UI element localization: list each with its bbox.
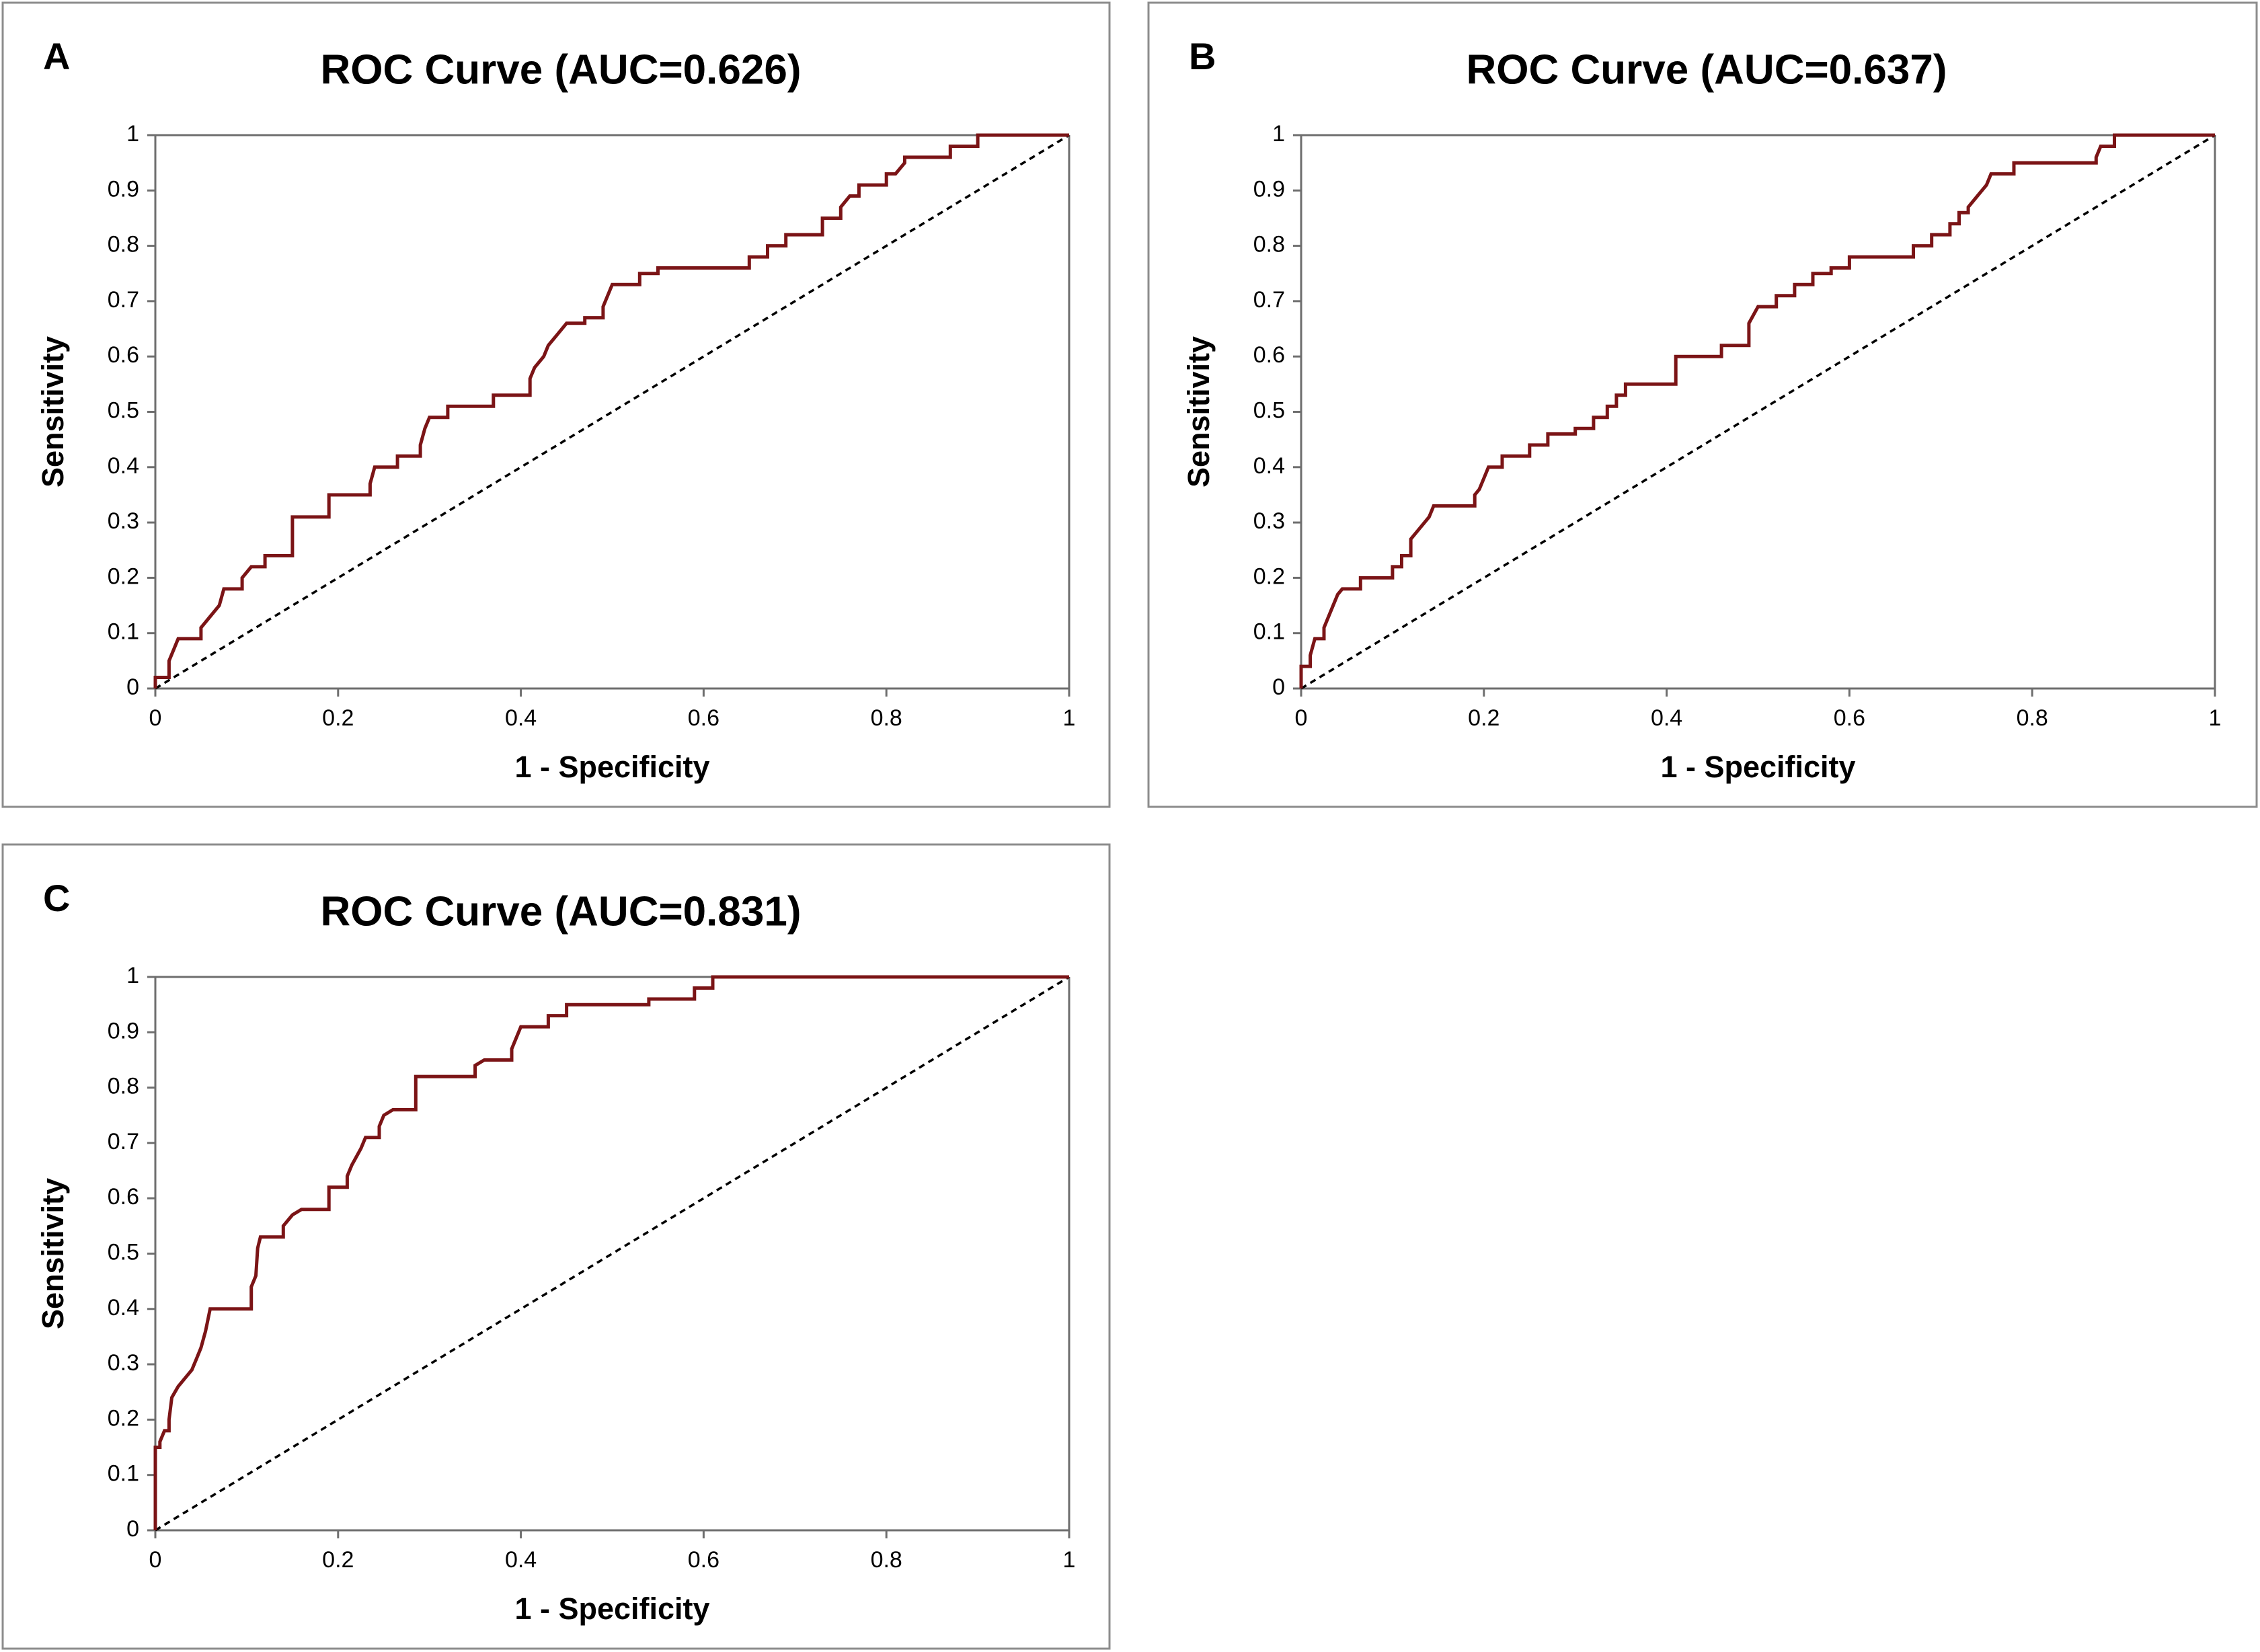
y-tick-label: 0 [1272,674,1285,700]
y-tick-label: 1 [1272,121,1285,147]
y-tick-label: 0.1 [1253,619,1285,645]
panel-border [1,1,1111,808]
y-tick-label: 0.5 [108,1239,139,1265]
panel-letter: C [43,877,70,919]
x-tick-label: 0.6 [688,1547,719,1573]
y-tick-label: 0.6 [1253,342,1285,368]
y-tick-label: 0.2 [108,563,139,589]
y-tick-label: 0.8 [108,1074,139,1099]
reference-line [155,134,1070,690]
x-tick-label: 0.4 [505,705,537,731]
x-tick-label: 0.2 [322,1547,354,1573]
x-tick-label: 1 [1063,705,1076,731]
x-tick-label: 0 [149,1547,162,1573]
roc-curve [153,133,1069,689]
y-tick-label: 1 [126,121,139,147]
x-tick-label: 0.6 [1834,705,1865,731]
y-tick-label: 0 [126,1516,139,1542]
chart-panel: A ROC Curve (AUC=0.626) 1 - Specificity Sen… [1,1,1111,808]
reference-line [1300,134,2216,690]
y-tick-label: 0.8 [1253,232,1285,258]
y-tick-label: 0.1 [108,1461,139,1487]
x-tick-label: 0.2 [322,705,354,731]
chart-title: ROC Curve (AUC=0.637) [1467,46,1947,93]
y-tick-label: 0.1 [108,619,139,645]
y-tick-label: 0.2 [108,1405,139,1431]
roc-curve [153,975,1069,1530]
y-tick-label: 0.9 [108,176,139,202]
y-tick-label: 0.6 [108,342,139,368]
x-tick-label: 0.6 [688,705,719,731]
y-axis-label: Sensitivity [1181,336,1216,487]
reference-line [155,976,1070,1532]
x-axis-label: 1 - Specificity [1660,750,1855,784]
y-axis-label: Sensitivity [36,336,70,487]
x-tick-label: 0.2 [1468,705,1499,731]
chart-title: ROC Curve (AUC=0.626) [321,46,802,93]
y-tick-label: 0.8 [108,232,139,258]
y-tick-label: 0.6 [108,1184,139,1210]
x-tick-label: 1 [1063,1547,1076,1573]
chart-panel: C ROC Curve (AUC=0.831) 1 - Specificity Sen… [1,843,1111,1650]
y-tick-label: 0.7 [108,287,139,313]
y-tick-label: 0.4 [108,1295,139,1321]
y-axis-label: Sensitivity [36,1178,70,1329]
panel-letter: A [43,35,70,77]
chart-title: ROC Curve (AUC=0.831) [321,888,802,935]
x-axis-label: 1 - Specificity [514,750,709,784]
x-tick-label: 0.8 [871,705,902,731]
y-tick-label: 0.3 [1253,508,1285,534]
panel-letter: B [1189,35,1216,77]
y-tick-label: 0.4 [1253,453,1285,479]
x-tick-label: 1 [2209,705,2222,731]
y-tick-label: 0.4 [108,453,139,479]
y-tick-label: 0.9 [108,1018,139,1044]
x-tick-label: 0 [1295,705,1308,731]
x-tick-label: 0.4 [1651,705,1682,731]
y-tick-label: 0.2 [1253,563,1285,589]
y-tick-label: 0.3 [108,508,139,534]
x-tick-label: 0.8 [871,1547,902,1573]
roc-curve [1299,133,2215,689]
x-tick-label: 0.8 [2017,705,2048,731]
panel-border [1147,1,2258,808]
y-tick-label: 0.7 [108,1129,139,1154]
chart-panel: B ROC Curve (AUC=0.637) 1 - Specificity Sen… [1147,1,2258,808]
y-tick-label: 0.5 [1253,397,1285,423]
y-tick-label: 0.3 [108,1350,139,1376]
y-tick-label: 0 [126,674,139,700]
y-tick-label: 1 [126,963,139,988]
y-tick-label: 0.9 [1253,176,1285,202]
y-tick-label: 0.7 [1253,287,1285,313]
panel-border [1,843,1111,1650]
x-axis-label: 1 - Specificity [514,1591,709,1626]
x-tick-label: 0.4 [505,1547,537,1573]
y-tick-label: 0.5 [108,397,139,423]
x-tick-label: 0 [149,705,162,731]
